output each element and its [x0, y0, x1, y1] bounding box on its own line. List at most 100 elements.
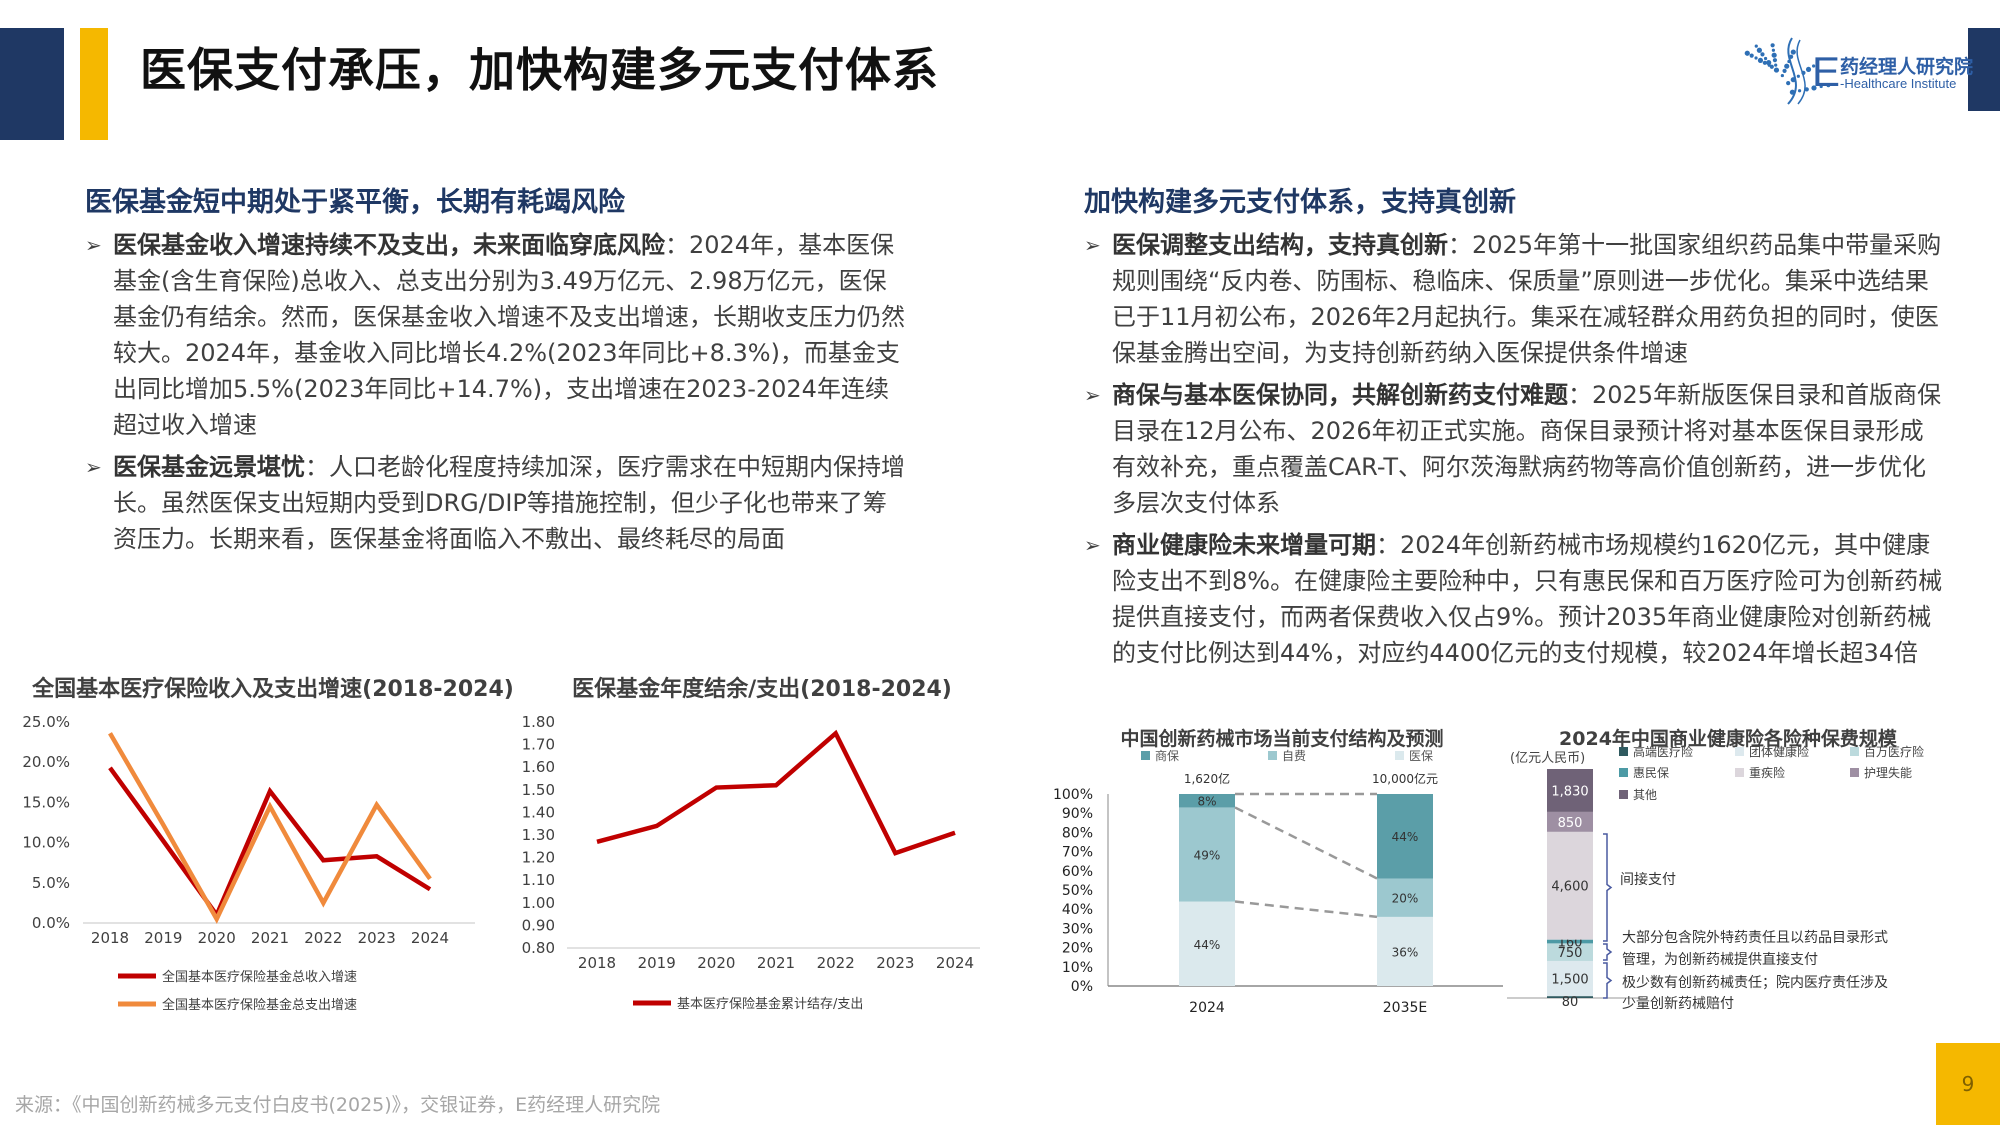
- bar-segment: [1547, 811, 1593, 832]
- x-tick-label: 2023: [876, 954, 914, 972]
- stacked-bar-chart-payment: 中国创新药械市场当前支付结构及预测 0% 10% 20% 30% 40% 50% 60% 70%…: [1053, 727, 1503, 1016]
- y-tick-label: 80%: [1062, 825, 1093, 841]
- bullet-item: ➢ 医保基金收入增速持续不及支出，未来面临穿底风险：2024年，基本医保基金(含生…: [85, 227, 905, 443]
- bullet-item: ➢ 商保与基本医保协同，共解创新药支付难题：2025年新版医保目录和首版商保目录在…: [1084, 377, 1944, 521]
- bullet-text: ：2025年新版医保目录和首版商保目录在12月公布、2026年初正式实施。商保目…: [1112, 381, 1942, 517]
- bar-segment: [1547, 831, 1593, 940]
- y-tick-label: 5.0%: [32, 874, 70, 892]
- x-tick-label: 2035E: [1383, 1000, 1427, 1016]
- bullet-text: ：2024年创新药械市场规模约1620亿元，其中健康险支出不到8%。在健康险主要…: [1112, 531, 1943, 667]
- bracket: [1603, 833, 1613, 942]
- y-tick-label: 10%: [1062, 960, 1093, 976]
- bar-segment: [1377, 916, 1433, 986]
- y-tick-label: 70%: [1062, 845, 1093, 861]
- bracket: [1603, 962, 1613, 999]
- arrow-bullet-icon: ➢: [85, 233, 102, 257]
- header-right-bar: [1968, 28, 2000, 111]
- page-number: 9: [1961, 1072, 1975, 1096]
- annotation-text: 大部分包含院外特药责任且以药品目录形式: [1622, 930, 1888, 946]
- legend-label: 其他: [1633, 788, 1657, 802]
- unit-label: (亿元人民币): [1510, 751, 1585, 766]
- bar-segment: [1547, 943, 1593, 961]
- annotation-text: 管理，为创新药械提供直接支付: [1622, 951, 1818, 968]
- legend-label: 全国基本医疗保险基金总收入增速: [162, 969, 357, 985]
- legend-swatch: [1850, 768, 1859, 777]
- bullet-text: ：2025年第十一批国家组织药品集中带量采购规则围绕“反内卷、防围标、稳临床、保…: [1112, 231, 1942, 367]
- segment-label: 850: [1558, 816, 1583, 831]
- y-tick-label: 90%: [1062, 806, 1093, 822]
- y-tick-label: 0.0%: [32, 914, 70, 932]
- right-heading: 加快构建多元支付体系，支持真创新: [1084, 187, 1516, 218]
- page-title: 医保支付承压，加快构建多元支付体系: [140, 43, 939, 97]
- line-chart-0: 全国基本医疗保险收入及支出增速(2018-2024) 0.0% 5.0% 10.0% 1…: [22, 676, 514, 1013]
- legend-label: 医保: [1409, 749, 1433, 763]
- bar-segment: [1547, 769, 1593, 812]
- x-tick-label: 2023: [358, 929, 396, 947]
- legend-swatch: [1619, 768, 1628, 777]
- header-yellow-bar: [80, 28, 108, 140]
- bullet-text: ：人口老龄化程度持续加深，医疗需求在中短期内保持增长。虽然医保支出短期内受到DR…: [113, 453, 905, 553]
- x-tick-label: 2021: [757, 954, 795, 972]
- arrow-bullet-icon: ➢: [1084, 233, 1101, 257]
- chart-title: 全国基本医疗保险收入及支出增速(2018-2024): [31, 676, 514, 702]
- bullet-lead: 商业健康险未来增量可期: [1112, 531, 1376, 559]
- bar-total-label: 10,000亿元: [1372, 771, 1438, 786]
- legend-swatch: [1268, 751, 1277, 760]
- x-tick-label: 2018: [91, 929, 129, 947]
- arrow-bullet-icon: ➢: [1084, 383, 1101, 407]
- segment-label: 44%: [1194, 938, 1221, 952]
- y-tick-label: 10.0%: [22, 834, 70, 852]
- bullet-lead: 医保基金远景堪忧: [113, 453, 305, 481]
- logo-name: 药经理人研究院: [1840, 56, 1974, 78]
- legend-swatch: [1735, 747, 1744, 756]
- y-tick-label: 1.30: [522, 826, 555, 844]
- line-chart-1: 医保基金年度结余/支出(2018-2024) 0.80 0.90 1.00 1.10 1.…: [522, 676, 980, 1012]
- x-tick-label: 2024: [411, 929, 449, 947]
- arrow-bullet-icon: ➢: [85, 455, 102, 479]
- x-tick-label: 2019: [638, 954, 676, 972]
- y-tick-label: 1.60: [522, 758, 555, 776]
- chart-title: 中国创新药械市场当前支付结构及预测: [1120, 727, 1443, 750]
- legend-label: 重疾险: [1749, 765, 1785, 780]
- x-tick-label: 2024: [1189, 1000, 1225, 1016]
- bar-total-label: 1,620亿: [1184, 771, 1230, 786]
- y-tick-label: 30%: [1062, 921, 1093, 937]
- page-number-box: [1936, 1043, 2000, 1125]
- y-tick-label: 1.50: [522, 781, 555, 799]
- legend-swatch: [1619, 790, 1628, 799]
- y-tick-label: 1.80: [522, 713, 555, 731]
- segment-label: 49%: [1194, 848, 1221, 862]
- left-heading: 医保基金短中期处于紧平衡，长期有耗竭风险: [85, 187, 625, 218]
- bullet-item: ➢ 医保基金远景堪忧：人口老龄化程度持续加深，医疗需求在中短期内保持增长。虽然医保…: [85, 449, 905, 557]
- bar-segment: [1179, 807, 1235, 902]
- legend-swatch: [1395, 751, 1404, 760]
- y-tick-label: 20.0%: [22, 753, 70, 771]
- legend-label: 惠民保: [1633, 766, 1669, 780]
- bullet-text: ：2024年，基本医保基金(含生育保险)总收入、总支出分别为3.49万亿元、2.…: [113, 231, 905, 439]
- source-note: 来源：《中国创新药械多元支付白皮书(2025)》，交银证券，E药经理人研究院: [15, 1094, 661, 1116]
- segment-label: 4,600: [1551, 880, 1588, 895]
- segment-label: 20%: [1392, 892, 1419, 906]
- segment-label: 36%: [1392, 945, 1419, 959]
- bracket: [1603, 943, 1613, 961]
- x-tick-label: 2019: [144, 929, 182, 947]
- left-section: 医保基金短中期处于紧平衡，长期有耗竭风险 ➢ 医保基金收入增速持续不及支出，未来面…: [85, 180, 905, 563]
- x-tick-label: 2018: [578, 954, 616, 972]
- series-line: [108, 766, 432, 920]
- series-line: [596, 729, 956, 856]
- legend-swatch: [1735, 768, 1744, 777]
- annotation-text: 极少数有创新药械责任；院内医疗责任涉及: [1622, 975, 1888, 991]
- logo-dna-icon: [1744, 37, 1831, 105]
- y-tick-label: 0.90: [522, 916, 555, 934]
- y-tick-label: 40%: [1062, 902, 1093, 918]
- x-tick-label: 2024: [936, 954, 974, 972]
- legend-label: 商保: [1155, 748, 1179, 763]
- bullet-item: ➢ 医保调整支出结构，支持真创新：2025年第十一批国家组织药品集中带量采购规则围…: [1084, 227, 1944, 371]
- chart-title: 医保基金年度结余/支出(2018-2024): [572, 676, 952, 702]
- connector-dashed-line: [1234, 900, 1378, 919]
- bar-segment: [1179, 794, 1235, 808]
- y-tick-label: 50%: [1062, 883, 1093, 899]
- y-tick-label: 1.20: [522, 849, 555, 867]
- stacked-bar-chart-premium: 2024年中国商业健康险各险种保费规模(亿元人民币)801,5007501604…: [1507, 727, 1924, 1012]
- bullet-item: ➢ 商业健康险未来增量可期：2024年创新药械市场规模约1620亿元，其中健康险支…: [1084, 527, 1944, 671]
